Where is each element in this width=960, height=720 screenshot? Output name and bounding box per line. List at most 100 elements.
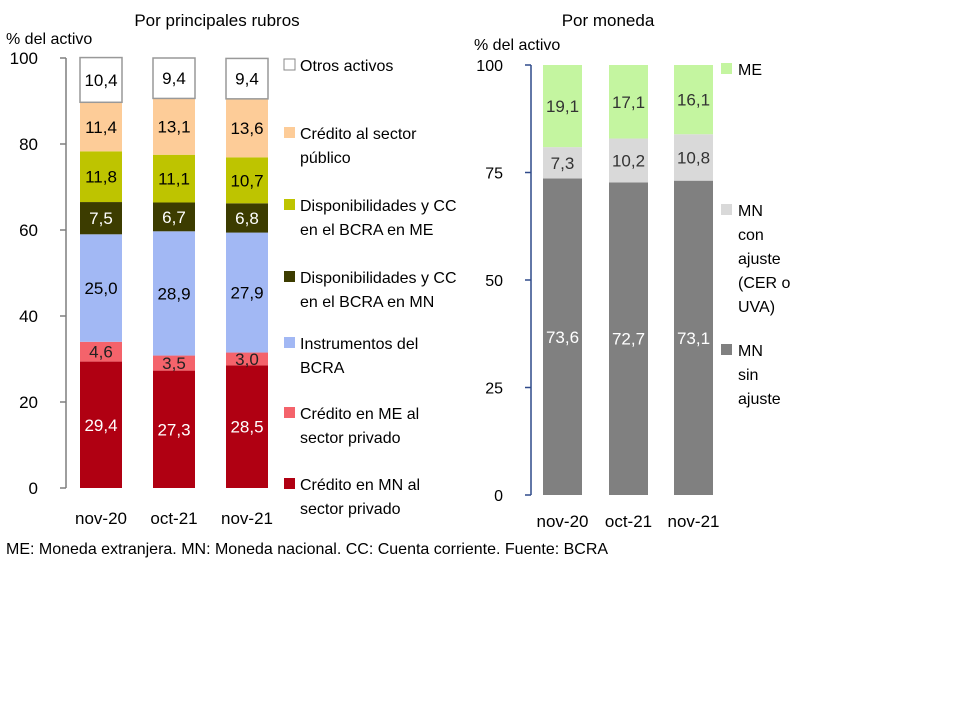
legend-swatch xyxy=(284,407,295,418)
legend-swatch xyxy=(721,344,732,355)
legend-label: con xyxy=(738,227,764,244)
data-label: 6,8 xyxy=(235,209,259,228)
data-label: 13,1 xyxy=(157,118,190,137)
y-tick-label: 0 xyxy=(29,479,38,498)
data-label: 11,4 xyxy=(85,118,117,137)
bar-segment xyxy=(674,134,713,181)
legend-swatch xyxy=(721,204,732,215)
y-tick-label: 80 xyxy=(19,135,38,154)
legend-label: ajuste xyxy=(738,391,781,408)
legend-label: público xyxy=(300,150,351,167)
x-tick-label: nov-21 xyxy=(668,512,720,531)
data-label: 10,2 xyxy=(612,151,645,170)
bar-segment xyxy=(609,138,648,183)
data-label: 19,1 xyxy=(546,97,579,116)
data-label: 13,6 xyxy=(230,119,263,138)
legend-label: Disponibilidades y CC xyxy=(300,270,457,287)
data-label: 6,7 xyxy=(162,208,186,227)
footnote: ME: Moneda extranjera. MN: Moneda nacion… xyxy=(6,541,609,558)
legend-swatch xyxy=(284,271,295,282)
data-label: 10,7 xyxy=(230,171,263,190)
legend-label: UVA) xyxy=(738,299,775,316)
data-label: 29,4 xyxy=(84,416,117,435)
bar-segment xyxy=(543,65,582,148)
bar-segment xyxy=(153,98,195,155)
legend-label: Disponibilidades y CC xyxy=(300,198,457,215)
bar-segment xyxy=(153,231,195,356)
y-tick-label: 60 xyxy=(19,221,38,240)
bar-segment xyxy=(152,57,196,100)
legend-label: ajuste xyxy=(738,251,781,268)
x-tick-label: nov-20 xyxy=(537,512,589,531)
legend-swatch xyxy=(283,58,296,71)
legend-swatch xyxy=(284,337,295,348)
x-tick-label: nov-20 xyxy=(75,509,127,528)
legend-label: Crédito en ME al xyxy=(300,406,419,423)
y-tick-label: 0 xyxy=(494,488,503,505)
legend-swatch xyxy=(721,63,732,74)
bar-segment xyxy=(80,361,122,488)
data-label: 10,4 xyxy=(84,71,117,90)
x-tick-label: nov-21 xyxy=(221,509,273,528)
data-label: 16,1 xyxy=(677,91,710,110)
data-label: 72,7 xyxy=(612,330,645,349)
y-tick-label: 50 xyxy=(485,273,503,290)
data-label: 11,8 xyxy=(85,168,117,187)
legend-label: ME xyxy=(738,62,762,79)
bar-segment xyxy=(153,154,195,203)
bar-segment xyxy=(80,341,122,362)
chart-title: Por moneda xyxy=(562,11,655,30)
bar-segment xyxy=(226,365,268,488)
legend-label: Crédito al sector xyxy=(300,126,417,143)
legend-label: Crédito en MN al xyxy=(300,477,420,494)
y-axis-label: % del activo xyxy=(474,37,560,54)
data-label: 7,5 xyxy=(89,209,113,228)
legend-label: sector privado xyxy=(300,501,401,518)
legend-label: en el BCRA en ME xyxy=(300,222,433,239)
legend-label: MN xyxy=(738,343,763,360)
bar-segment xyxy=(153,370,195,488)
legend-swatch xyxy=(284,199,295,210)
data-label: 73,1 xyxy=(677,329,710,348)
data-label: 7,3 xyxy=(551,154,575,173)
bar-segment xyxy=(80,202,122,235)
data-label: 27,9 xyxy=(230,284,263,303)
y-tick-label: 20 xyxy=(19,393,38,412)
data-label: 9,4 xyxy=(235,70,259,89)
bar-segment xyxy=(80,234,122,342)
bar-segment xyxy=(226,232,268,353)
y-tick-label: 100 xyxy=(10,49,38,68)
y-tick-label: 75 xyxy=(485,166,503,183)
legend-label: sin xyxy=(738,367,758,384)
x-tick-label: oct-21 xyxy=(150,509,197,528)
y-tick-label: 40 xyxy=(19,307,38,326)
bar-segment xyxy=(543,178,582,495)
bar-segment xyxy=(225,57,269,100)
legend-swatch xyxy=(284,478,295,489)
data-label: 9,4 xyxy=(162,69,186,88)
legend-label: sector privado xyxy=(300,430,401,447)
y-tick-label: 100 xyxy=(476,58,503,75)
bar-segment xyxy=(80,102,122,152)
data-label: 17,1 xyxy=(612,93,645,112)
data-label: 27,3 xyxy=(157,420,190,439)
y-tick-label: 25 xyxy=(485,381,503,398)
data-label: 73,6 xyxy=(546,328,579,347)
bar-segment xyxy=(543,147,582,179)
bar-segment xyxy=(674,65,713,135)
data-label: 28,5 xyxy=(230,418,263,437)
bar-segment xyxy=(609,182,648,495)
legend-label: BCRA xyxy=(300,360,345,377)
y-axis-label: % del activo xyxy=(6,31,92,48)
bar-segment xyxy=(226,157,268,204)
data-label: 3,5 xyxy=(162,354,186,373)
legend-label: Instrumentos del xyxy=(300,336,418,353)
bar-segment xyxy=(226,98,268,158)
bar-segment xyxy=(674,180,713,496)
bar-segment xyxy=(153,355,195,371)
chart-title: Por principales rubros xyxy=(134,11,299,30)
x-tick-label: oct-21 xyxy=(605,512,652,531)
bar-segment xyxy=(79,56,123,104)
